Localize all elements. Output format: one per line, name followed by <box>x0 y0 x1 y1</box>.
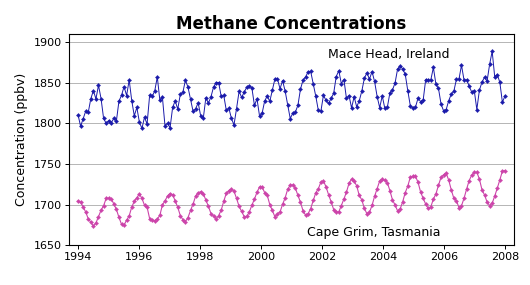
Text: Mace Head, Ireland: Mace Head, Ireland <box>328 48 449 61</box>
Text: Cape Grim, Tasmania: Cape Grim, Tasmania <box>307 226 440 239</box>
Y-axis label: Concentration (ppbv): Concentration (ppbv) <box>15 73 28 206</box>
Title: Methane Concentrations: Methane Concentrations <box>176 15 407 33</box>
